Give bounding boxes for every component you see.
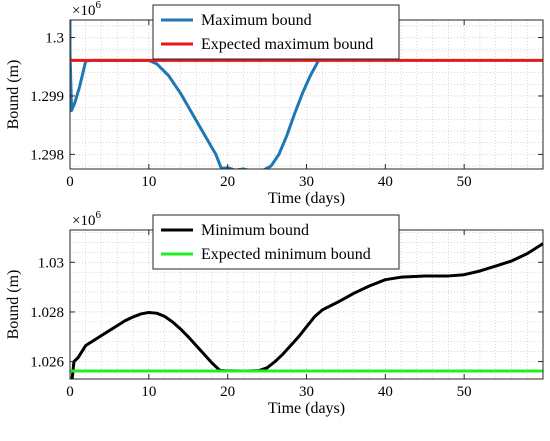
y-tick-label: 1.299 xyxy=(30,89,64,105)
x-tick-label: 0 xyxy=(66,174,74,190)
series-line-1 xyxy=(70,20,320,169)
y-tick-label: 1.028 xyxy=(30,305,64,321)
legend-label-1: Minimum bound xyxy=(201,222,309,239)
top-chart-panel: 0 10 20 30 40 50 1.298 1.299 1.3 ×106 Time (days) B… xyxy=(5,0,544,207)
legend: Minimum bound Expected minimum bound xyxy=(152,214,400,270)
x-tick-label: 50 xyxy=(457,174,472,190)
x-tick-label: 40 xyxy=(378,384,393,400)
y-exponent-label: ×106 xyxy=(72,0,101,19)
x-tick-label: 10 xyxy=(141,384,156,400)
legend-box xyxy=(152,4,400,60)
y-tick-label: 1.026 xyxy=(30,355,64,371)
y-exponent-label: ×106 xyxy=(72,209,101,229)
x-tick-label: 30 xyxy=(299,384,314,400)
series-group xyxy=(70,20,543,169)
legend-label-2: Expected minimum bound xyxy=(201,246,371,263)
series-group xyxy=(70,242,543,379)
legend-label-2: Expected maximum bound xyxy=(201,36,373,53)
x-axis-label: Time (days) xyxy=(268,400,345,417)
legend: Maximum bound Expected maximum bound xyxy=(152,4,400,60)
y-axis-label: Bound (m) xyxy=(5,60,22,130)
x-tick-label: 10 xyxy=(141,174,156,190)
x-tick-label: 0 xyxy=(66,384,74,400)
legend-box xyxy=(152,214,400,270)
y-tick-label: 1.03 xyxy=(38,255,64,271)
bottom-chart-panel: 0 10 20 30 40 50 1.026 1.028 1.03 ×106 Time (days)… xyxy=(5,209,544,417)
x-tick-label: 20 xyxy=(220,174,235,190)
y-tick-label: 1.298 xyxy=(30,147,64,163)
legend-label-1: Maximum bound xyxy=(201,12,312,29)
x-tick-label: 50 xyxy=(457,384,472,400)
x-tick-label: 40 xyxy=(378,174,393,190)
x-tick-label: 30 xyxy=(299,174,314,190)
y-axis-label: Bound (m) xyxy=(5,270,22,340)
x-axis-label: Time (days) xyxy=(268,190,345,207)
y-tick-label: 1.3 xyxy=(45,31,64,47)
x-tick-label: 20 xyxy=(220,384,235,400)
